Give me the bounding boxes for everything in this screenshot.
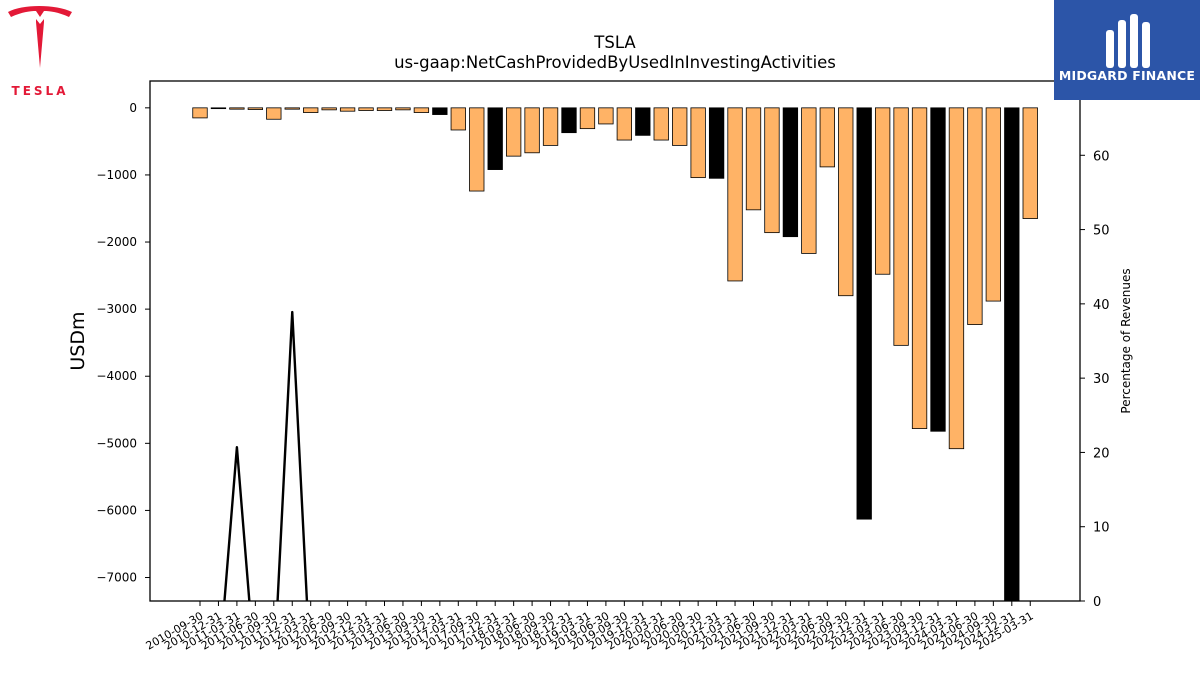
y-axis-label: USDm	[67, 311, 89, 370]
bar-2011-12-31	[284, 107, 300, 110]
bar-2023-12-31	[930, 107, 946, 432]
bar-2023-09-30	[911, 107, 928, 429]
bar-2021-06-30	[745, 107, 762, 211]
y2-tick-label: 10	[1093, 521, 1110, 536]
bar-2022-09-30	[838, 107, 854, 297]
tesla-t-icon	[8, 6, 72, 68]
bar-2010-09-30	[192, 107, 208, 119]
plot-frame	[149, 80, 1081, 602]
bar-2019-06-30	[598, 107, 614, 125]
midgard-emblem-icon	[1106, 14, 1150, 68]
midgard-finance-logo: MIDGARD FINANCE	[1054, 0, 1200, 100]
bar-2011-03-31	[229, 107, 245, 110]
bar-2024-03-31	[948, 107, 965, 450]
y2-tick-label: 30	[1093, 372, 1110, 387]
bar-series	[192, 107, 1038, 601]
bar-2011-09-30	[266, 107, 282, 120]
bar-2017-12-31	[487, 107, 503, 170]
bar-2020-12-31	[708, 107, 725, 179]
y-tick-label: −4000	[96, 369, 137, 383]
y-axis-ticks: 0 −1000 −2000 −3000 −4000 −5000 −6000 −7000	[96, 101, 150, 585]
bar-2022-12-31	[856, 107, 872, 520]
bar-2022-06-30	[819, 107, 835, 168]
y2-tick-label: 50	[1093, 224, 1110, 239]
y2-tick-label: 0	[1093, 595, 1101, 610]
bar-2024-09-30	[985, 107, 1001, 302]
bar-2010-12-31	[210, 107, 227, 110]
bar-2024-06-30	[967, 107, 983, 325]
bar-2018-06-30	[524, 107, 540, 154]
chart-subtitle: us-gaap:NetCashProvidedByUsedInInvesting…	[394, 53, 836, 72]
bar-2012-12-31	[358, 107, 374, 111]
bar-2021-12-31	[782, 107, 799, 238]
y2-tick-label: 40	[1093, 298, 1110, 313]
bar-2020-06-30	[672, 107, 688, 146]
bar-2018-09-30	[542, 107, 559, 146]
y-tick-label: −5000	[96, 436, 137, 450]
y-tick-label: −1000	[96, 168, 137, 182]
bar-2022-03-31	[801, 107, 817, 254]
bar-2021-09-30	[764, 107, 780, 234]
bar-2011-06-30	[247, 107, 264, 110]
bar-2012-09-30	[339, 107, 356, 112]
bar-2023-06-30	[893, 107, 909, 346]
bar-2018-03-31	[505, 107, 522, 157]
y2-axis-ticks: 0 10 20 30 40 50 60	[1080, 149, 1110, 610]
y2-axis-label: Percentage of Revenues	[1119, 268, 1133, 413]
bar-2018-12-31	[561, 107, 577, 134]
bar-2017-03-31	[450, 107, 466, 131]
y-tick-label: 0	[129, 101, 137, 115]
bar-2021-03-31	[727, 107, 743, 282]
bar-2024-12-31	[1004, 107, 1020, 601]
y2-tick-label: 60	[1093, 149, 1110, 164]
y2-tick-label: 20	[1093, 446, 1110, 461]
y-tick-label: −3000	[96, 302, 137, 316]
y-tick-label: −7000	[96, 571, 137, 585]
bar-2020-03-31	[653, 107, 669, 141]
chart-title: TSLA	[593, 33, 636, 52]
bar-2013-03-31	[376, 107, 393, 111]
x-axis-ticks: 2010-09-302010-12-312011-03-312011-06-30…	[144, 601, 1036, 653]
bar-2019-03-31	[579, 107, 596, 130]
midgard-brand-text: MIDGARD FINANCE	[1058, 68, 1196, 83]
tesla-wordmark: TESLA	[12, 84, 69, 98]
bar-2012-03-31	[303, 107, 319, 113]
bar-2013-12-31	[432, 107, 448, 115]
bar-2023-03-31	[875, 107, 891, 275]
tesla-logo: TESLA	[0, 0, 80, 100]
bar-2013-09-30	[413, 107, 430, 113]
y-tick-label: −6000	[96, 503, 137, 517]
bar-2019-12-31	[635, 107, 651, 136]
bar-2025-03-31	[1022, 107, 1038, 219]
bar-2012-06-30	[321, 107, 337, 111]
bar-2017-09-30	[469, 107, 485, 192]
bar-2019-09-30	[616, 107, 632, 141]
bar-2013-06-30	[395, 107, 411, 111]
bar-2020-09-30	[690, 107, 706, 179]
y-tick-label: −2000	[96, 235, 137, 249]
